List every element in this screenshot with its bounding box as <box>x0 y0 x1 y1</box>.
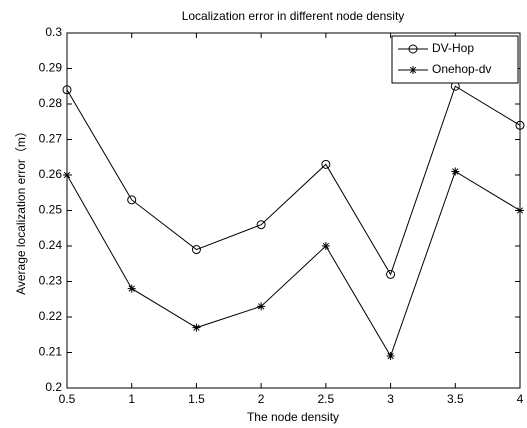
y-tick-label: 0.3 <box>45 25 62 39</box>
marker <box>127 195 137 205</box>
x-tick-label: 0.5 <box>59 392 76 406</box>
x-tick-label: 3 <box>387 392 394 406</box>
marker <box>127 284 136 293</box>
marker <box>191 245 201 255</box>
marker <box>516 206 524 215</box>
y-tick-label: 0.2 <box>45 380 62 394</box>
x-tick-label: 1.5 <box>188 392 205 406</box>
marker <box>257 302 266 311</box>
y-tick-label: 0.26 <box>39 167 63 181</box>
y-tick-label: 0.23 <box>39 274 63 288</box>
series-line <box>66 170 521 358</box>
x-axis-label: The node density <box>247 410 339 424</box>
marker <box>451 167 460 176</box>
x-tick-label: 4 <box>517 392 524 406</box>
marker <box>408 44 418 54</box>
marker <box>192 323 201 332</box>
y-tick-label: 0.28 <box>39 96 63 110</box>
y-tick-label: 0.27 <box>39 132 63 146</box>
marker <box>515 120 525 130</box>
series-line <box>66 85 521 276</box>
x-tick-label: 3.5 <box>447 392 464 406</box>
plot-frame <box>66 32 521 389</box>
y-tick-label: 0.22 <box>39 309 63 323</box>
chart-title: Localization error in different node den… <box>182 9 405 23</box>
legend: DV-Hop Onehop-dv <box>391 35 519 84</box>
legend-box <box>391 35 519 84</box>
legend-label: Onehop-dv <box>432 62 491 76</box>
x-tick-label: 2.5 <box>318 392 335 406</box>
marker <box>321 242 330 250</box>
legend-label: DV-Hop <box>432 41 474 55</box>
y-tick-label: 0.24 <box>39 238 63 252</box>
marker <box>409 66 417 74</box>
marker <box>386 269 396 279</box>
x-tick-label: 2 <box>258 392 265 406</box>
marker <box>386 352 395 361</box>
marker <box>256 220 266 230</box>
y-axis-label: Average localization error（m） <box>14 125 28 295</box>
marker <box>62 85 72 95</box>
marker <box>321 159 331 169</box>
y-tick-label: 0.25 <box>39 203 63 217</box>
marker <box>63 171 71 179</box>
y-tick-label: 0.21 <box>39 345 63 359</box>
y-tick-label: 0.29 <box>39 61 63 75</box>
x-tick-label: 1 <box>128 392 135 406</box>
